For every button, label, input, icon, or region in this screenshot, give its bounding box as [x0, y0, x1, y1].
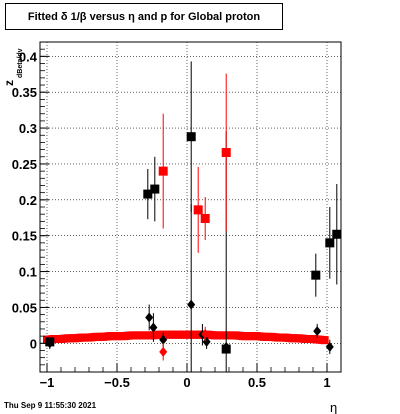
y-tick-label: 0.4: [19, 49, 38, 64]
square-point: [311, 270, 321, 280]
chart-title: Fitted δ 1/β versus η and p for Global p…: [27, 11, 261, 23]
diamond-point: [201, 328, 210, 339]
diamond-point: [222, 341, 231, 352]
y-tick-label: 0.1: [19, 265, 37, 280]
diamond-point: [159, 334, 168, 345]
diamond-point: [325, 341, 334, 352]
square-point: [186, 132, 196, 142]
diamond-point: [149, 322, 158, 333]
x-tick-label: −1: [40, 375, 55, 390]
plot-frame: [39, 41, 342, 373]
band-layer: [43, 330, 329, 345]
square-point: [158, 166, 168, 176]
diamond-point: [145, 312, 154, 323]
diamond-point: [313, 326, 322, 337]
grid: [40, 42, 341, 372]
x-tick-label: 0: [183, 375, 190, 390]
square-point: [143, 189, 153, 199]
title-box: Fitted δ 1/β versus η and p for Global p…: [5, 3, 283, 30]
diamond-point: [159, 346, 168, 357]
band-point: [320, 336, 329, 345]
diamond-point: [202, 336, 211, 347]
axis-labels: −1 −0.5 0 0.5 1 0 0.05 0.1 0.15 0.2 0.25 0.3 0.35 0.4: [12, 49, 331, 390]
y-axis-label-sub: dBeta/dv: [17, 48, 24, 78]
square-point: [221, 147, 231, 157]
diamond-point: [45, 338, 54, 349]
y-tick-label: 0.35: [12, 85, 37, 100]
square-point: [325, 238, 335, 248]
timestamp: Thu Sep 9 11:55:30 2021: [4, 401, 97, 410]
x-tick-label: 0.5: [248, 375, 266, 390]
diamond-point: [187, 299, 196, 310]
square-point: [193, 205, 203, 215]
points-layer: [45, 61, 342, 372]
axis-ticks: [40, 48, 342, 372]
x-tick-label: 1: [323, 375, 330, 390]
square-point: [200, 213, 210, 223]
y-tick-label: 0.05: [12, 300, 37, 315]
square-point: [150, 184, 160, 194]
y-tick-label: 0.15: [12, 229, 37, 244]
x-tick-label: −0.5: [104, 375, 130, 390]
square-point: [332, 229, 342, 239]
y-axis-label: z: [2, 80, 16, 86]
y-tick-label: 0: [30, 336, 37, 351]
x-axis-label: η: [330, 400, 337, 414]
y-tick-label: 0.25: [12, 157, 37, 172]
y-tick-label: 0.2: [19, 193, 37, 208]
y-tick-label: 0.3: [19, 121, 37, 136]
